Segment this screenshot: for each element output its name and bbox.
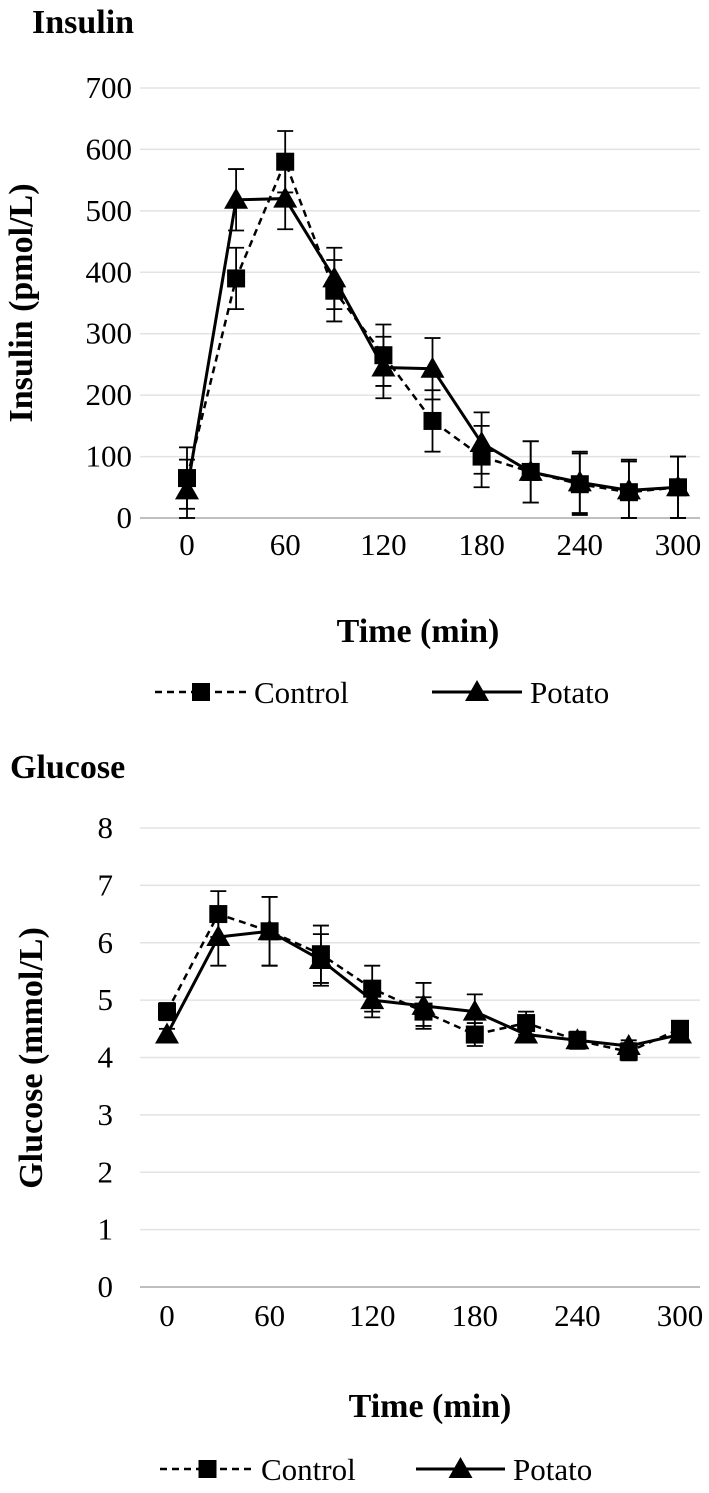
insulin-series-potato-point <box>322 266 347 288</box>
glucose-y-axis-title: Glucose (mmol/L) <box>13 927 50 1189</box>
insulin-y-tick-label: 0 <box>117 500 133 535</box>
insulin-x-tick-label: 120 <box>360 527 407 562</box>
glucose-y-tick-label: 1 <box>98 1212 114 1247</box>
glucose-series-potato-point <box>206 925 231 947</box>
insulin-y-tick-label: 700 <box>86 70 133 105</box>
glucose-series-potato-point <box>462 999 487 1021</box>
glucose-x-tick-label: 180 <box>452 1298 499 1333</box>
insulin-x-tick-label: 180 <box>458 527 505 562</box>
insulin-series-potato-point <box>224 187 249 209</box>
insulin-series-potato-point <box>616 478 641 500</box>
insulin-y-tick-label: 100 <box>86 439 133 474</box>
insulin-series-potato-point <box>420 356 445 378</box>
glucose-y-tick-label: 7 <box>98 867 114 902</box>
glucose-x-tick-label: 300 <box>657 1298 704 1333</box>
insulin-y-tick-label: 600 <box>86 131 133 166</box>
insulin-series-potato-point <box>567 470 592 492</box>
glucose-y-tick-label: 8 <box>98 810 114 845</box>
glucose-series-control-point <box>465 1025 484 1044</box>
glucose-series-potato-point <box>616 1034 641 1056</box>
insulin-series-potato-point <box>273 186 298 208</box>
insulin-series-potato-point <box>518 459 543 481</box>
glucose-y-tick-label: 5 <box>98 982 114 1017</box>
insulin-chart-panel: Insulin 0 100 200 300 400 500 600 700 0 60 120 180 2… <box>0 0 709 745</box>
insulin-y-axis-title: Insulin (pmol/L) <box>3 183 40 422</box>
insulin-chart: 0 100 200 300 400 500 600 700 0 60 120 180 240 300 Tim… <box>3 70 702 710</box>
insulin-series-control-point <box>227 269 246 288</box>
insulin-x-tick-label: 0 <box>179 527 195 562</box>
glucose-y-tick-label: 6 <box>98 925 114 960</box>
insulin-series-control-point <box>423 411 442 430</box>
glucose-gridlines <box>140 827 700 1288</box>
glucose-series-control <box>158 890 689 1062</box>
glucose-legend-potato-triangle-icon <box>448 1457 473 1478</box>
glucose-x-tick-label: 60 <box>254 1298 285 1333</box>
glucose-x-tick-label: 0 <box>159 1298 175 1333</box>
glucose-series-potato-point <box>668 1022 692 1044</box>
insulin-y-tick-label: 300 <box>86 316 133 351</box>
glucose-series-potato-point <box>308 947 333 969</box>
glucose-legend-potato-label: Potato <box>513 1452 592 1487</box>
glucose-x-tick-label: 120 <box>349 1298 396 1333</box>
glucose-series-potato-point <box>257 919 282 941</box>
insulin-y-tick-label: 500 <box>86 193 133 228</box>
insulin-legend-potato-triangle-icon <box>465 680 489 701</box>
glucose-series-potato-point <box>565 1028 590 1050</box>
insulin-x-tick-label: 300 <box>655 527 702 562</box>
insulin-legend-potato-label: Potato <box>530 675 609 710</box>
glucose-legend-control-label: Control <box>261 1452 356 1487</box>
insulin-legend-control-label: Control <box>254 675 349 710</box>
insulin-series-potato-point <box>666 475 690 497</box>
insulin-chart-title: Insulin <box>32 4 135 41</box>
insulin-x-tick-label: 240 <box>557 527 604 562</box>
glucose-series-potato-point <box>514 1022 539 1044</box>
glucose-series-control-point <box>158 1002 176 1021</box>
insulin-series-control <box>178 130 687 519</box>
insulin-legend-item-potato: Potato <box>432 675 609 710</box>
insulin-y-tick-label: 400 <box>86 254 133 289</box>
insulin-legend-item-control: Control <box>155 675 349 710</box>
insulin-y-tick-label: 200 <box>86 377 133 412</box>
glucose-y-tick-label: 4 <box>98 1040 114 1075</box>
glucose-y-tick-label: 0 <box>98 1269 114 1304</box>
glucose-legend: Control Potato <box>160 1452 592 1487</box>
insulin-series-potato-point <box>469 431 494 453</box>
glucose-x-axis-title: Time (min) <box>349 1388 512 1425</box>
glucose-legend-item-control: Control <box>160 1452 356 1487</box>
glucose-legend-control-square-icon <box>198 1460 217 1478</box>
glucose-chart-title: Glucose <box>10 749 126 786</box>
glucose-x-tick-label: 240 <box>554 1298 601 1333</box>
glucose-series-potato-point <box>360 988 385 1010</box>
glucose-y-tick-label: 2 <box>98 1154 114 1189</box>
glucose-chart-panel: Glucose 0 1 2 3 4 5 6 7 8 0 60 120 180 240 300 Time (mi… <box>0 745 709 1493</box>
insulin-series-potato-point <box>371 355 396 377</box>
glucose-legend-item-potato: Potato <box>416 1452 592 1487</box>
insulin-series-control-point <box>276 152 295 171</box>
glucose-series-potato-point <box>155 1022 179 1044</box>
glucose-series-potato <box>155 895 692 1056</box>
insulin-x-tick-label: 60 <box>270 527 301 562</box>
insulin-series-potato-point <box>175 478 199 500</box>
insulin-series-potato <box>175 166 690 519</box>
glucose-chart: 0 1 2 3 4 5 6 7 8 0 60 120 180 240 300 Time (min) Glucos… <box>13 810 704 1487</box>
insulin-legend: Control Potato <box>155 675 609 710</box>
insulin-series-control-line <box>185 158 679 494</box>
glucose-y-tick-label: 3 <box>98 1097 114 1132</box>
insulin-legend-control-square-icon <box>192 683 210 701</box>
insulin-x-axis-title: Time (min) <box>337 613 500 650</box>
glucose-series-potato-point <box>411 993 436 1015</box>
insulin-gridlines <box>140 87 700 519</box>
